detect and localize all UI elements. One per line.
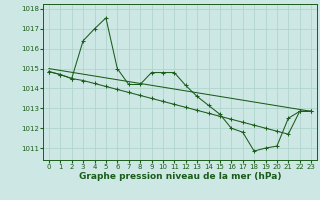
X-axis label: Graphe pression niveau de la mer (hPa): Graphe pression niveau de la mer (hPa) <box>79 172 281 181</box>
